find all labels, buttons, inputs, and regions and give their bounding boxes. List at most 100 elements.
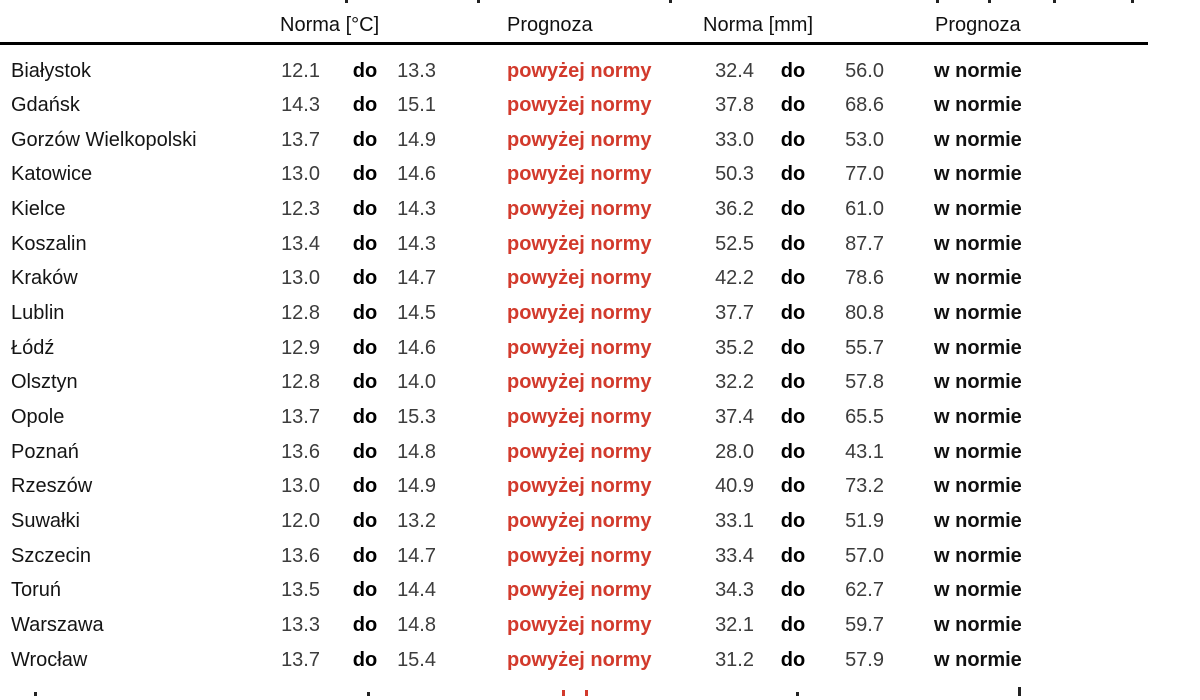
temp-norm-min: 12.0 [281,509,320,532]
temp-norm-min: 12.1 [281,59,320,82]
precip-norm-max: 51.9 [845,509,884,532]
table-row: Suwałki 12.0 do 13.2 powyżej normy 33.1 do 51.9… [0,504,1200,539]
do-label: do [352,163,378,186]
precip-forecast: w normie [934,579,1022,602]
precip-norm-max: 57.9 [845,648,884,671]
temp-norm-max: 14.9 [397,475,436,498]
city-name: Gorzów Wielkopolski [11,128,197,151]
temp-norm-max: 14.8 [397,440,436,463]
city-name: Toruń [11,579,62,602]
do-label: do [352,406,378,428]
city-name: Wrocław [11,648,88,671]
table-row: Katowice 13.0 do 14.6 powyżej normy 50.3 do 77.… [0,157,1200,192]
table-row: Lublin 12.8 do 14.5 powyżej normy 37.7 do 80.8 w… [0,296,1200,331]
temp-norm-max: 14.4 [397,579,436,602]
precip-forecast: w normie [934,544,1022,567]
precip-forecast: w normie [934,371,1022,394]
city-name: Opole [11,406,65,428]
do-label: do [780,302,806,324]
do-label: do [780,267,806,290]
table-row: Szczecin 13.6 do 14.7 powyżej normy 33.4 do 57.… [0,539,1200,574]
temp-forecast: powyżej normy [507,544,652,567]
table-row: Warszawa 13.3 do 14.8 powyżej normy 32.1 do 59.… [0,608,1200,643]
temp-norm-min: 14.3 [281,94,320,117]
temp-forecast: powyżej normy [507,579,652,602]
temp-norm-max: 15.1 [397,94,436,117]
do-label: do [352,440,378,463]
precip-norm-max: 62.7 [845,579,884,602]
temp-forecast: powyżej normy [507,198,652,221]
do-label: do [352,94,378,117]
precip-norm-min: 33.1 [715,509,754,532]
temp-norm-max: 13.2 [397,509,436,532]
temp-norm-max: 13.3 [397,59,436,82]
table-row: Wrocław 13.7 do 15.4 powyżej normy 31.2 do 57.9… [0,643,1200,678]
temp-norm-max: 14.7 [397,267,436,290]
precip-forecast: w normie [934,440,1022,463]
temp-norm-min: 13.4 [281,232,320,255]
city-name: Białystok [11,59,92,82]
table-row: Rzeszów 13.0 do 14.9 powyżej normy 40.9 do 73.2… [0,469,1200,504]
precip-forecast: w normie [934,163,1022,186]
precip-forecast: w normie [934,128,1022,151]
do-label: do [780,475,806,498]
city-name: Lublin [11,302,65,324]
precip-forecast: w normie [934,94,1022,117]
temp-norm-min: 13.6 [281,440,320,463]
precip-norm-max: 61.0 [845,198,884,221]
temp-norm-min: 12.8 [281,371,320,394]
header-prognoza-precip: Prognoza [935,14,1021,36]
city-name: Szczecin [11,544,92,567]
temp-norm-min: 13.6 [281,544,320,567]
precip-forecast: w normie [934,336,1022,359]
precip-norm-min: 37.7 [715,302,754,324]
precip-forecast: w normie [934,648,1022,671]
precip-norm-max: 43.1 [845,440,884,463]
temp-norm-min: 13.7 [281,406,320,428]
precip-norm-min: 33.0 [715,128,754,151]
temp-forecast: powyżej normy [507,94,652,117]
city-name: Kielce [11,198,66,221]
city-name: Kraków [11,267,78,290]
temp-norm-max: 15.4 [397,648,436,671]
temp-forecast: powyżej normy [507,475,652,498]
precip-norm-min: 32.1 [715,613,754,636]
temp-norm-max: 15.3 [397,406,436,428]
do-label: do [352,267,378,290]
do-label: do [780,406,806,428]
city-name: Koszalin [11,232,87,255]
precip-norm-max: 80.8 [845,302,884,324]
do-label: do [352,232,378,255]
precip-norm-max: 68.6 [845,94,884,117]
city-name: Łódź [11,336,55,359]
temp-forecast: powyżej normy [507,613,652,636]
do-label: do [780,128,806,151]
do-label: do [780,544,806,567]
do-label: do [352,128,378,151]
temp-forecast: powyżej normy [507,336,652,359]
table-row: Kielce 12.3 do 14.3 powyżej normy 36.2 do 61.0 w… [0,192,1200,227]
precip-forecast: w normie [934,406,1022,428]
do-label: do [780,232,806,255]
precip-norm-min: 42.2 [715,267,754,290]
temp-norm-max: 14.3 [397,232,436,255]
precip-norm-min: 52.5 [715,232,754,255]
header-norma-temp: Norma [°C] [280,14,380,36]
temp-forecast: powyżej normy [507,59,652,82]
do-label: do [352,509,378,532]
temp-norm-min: 13.0 [281,475,320,498]
precip-norm-min: 35.2 [715,336,754,359]
city-name: Olsztyn [11,371,78,394]
city-name: Rzeszów [11,475,93,498]
city-name: Warszawa [11,613,104,636]
do-label: do [780,94,806,117]
do-label: do [352,336,378,359]
precip-norm-max: 77.0 [845,163,884,186]
temp-norm-min: 13.3 [281,613,320,636]
precip-forecast: w normie [934,232,1022,255]
table-row: Poznań 13.6 do 14.8 powyżej normy 28.0 do 43.1 w… [0,435,1200,470]
precip-norm-min: 37.4 [715,406,754,428]
precip-norm-max: 56.0 [845,59,884,82]
do-label: do [352,198,378,221]
